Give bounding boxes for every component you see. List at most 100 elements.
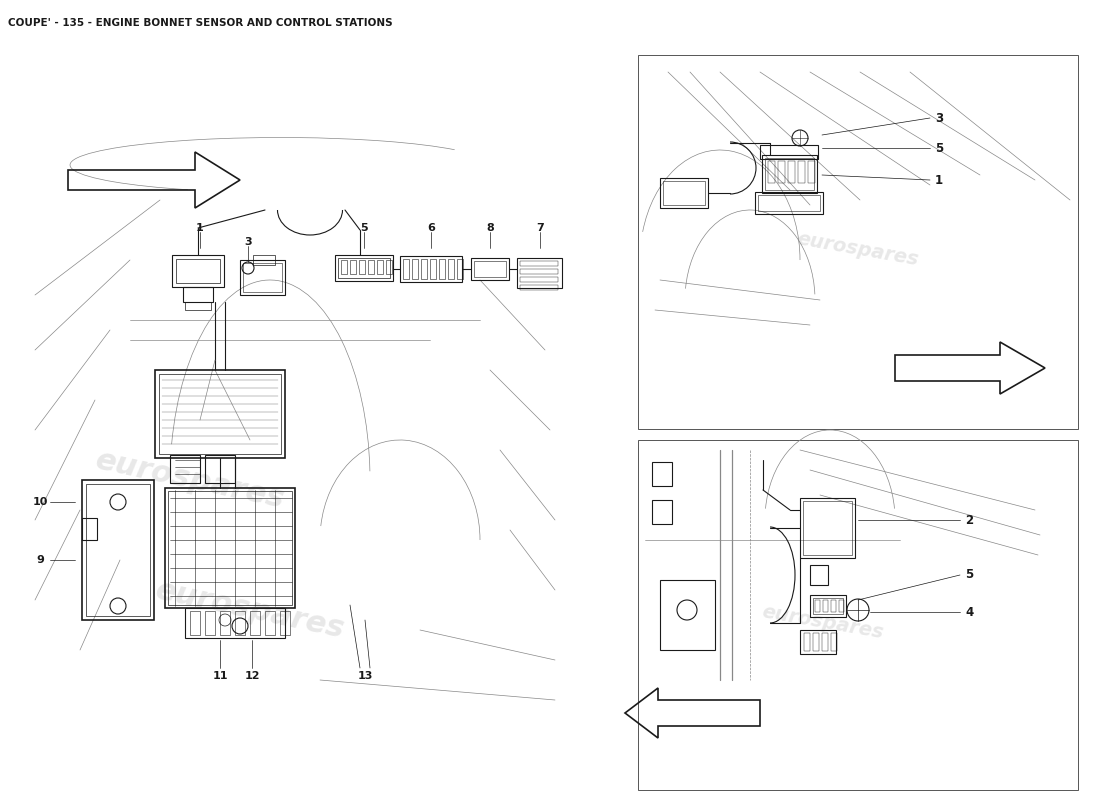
Bar xyxy=(830,633,837,651)
Bar xyxy=(205,611,214,635)
Bar xyxy=(386,260,392,274)
Text: 12: 12 xyxy=(244,671,260,681)
Bar xyxy=(183,287,213,302)
Bar xyxy=(813,598,843,614)
Bar xyxy=(803,501,852,555)
Text: 2: 2 xyxy=(965,514,974,526)
Bar xyxy=(638,55,1078,429)
Bar xyxy=(520,261,558,266)
Bar xyxy=(810,595,846,617)
Bar xyxy=(359,260,365,274)
Bar xyxy=(439,259,446,279)
Bar xyxy=(800,630,836,654)
Text: 11: 11 xyxy=(212,671,228,681)
Bar xyxy=(412,259,418,279)
Text: 1: 1 xyxy=(196,223,204,233)
Text: 5: 5 xyxy=(935,142,944,154)
Bar xyxy=(170,455,200,483)
Text: 3: 3 xyxy=(244,237,252,247)
Text: eurospares: eurospares xyxy=(760,602,886,642)
Bar xyxy=(652,500,672,524)
Bar xyxy=(520,277,558,282)
Text: 1: 1 xyxy=(935,174,943,186)
Bar xyxy=(822,633,828,651)
Bar xyxy=(341,260,346,274)
Bar xyxy=(804,633,810,651)
Bar xyxy=(813,633,820,651)
Bar xyxy=(663,181,705,205)
Bar xyxy=(368,260,374,274)
Bar xyxy=(338,258,390,278)
Text: 4: 4 xyxy=(965,606,974,618)
Bar xyxy=(86,484,150,616)
Bar xyxy=(165,488,295,608)
Bar xyxy=(430,259,436,279)
Text: eurospares: eurospares xyxy=(795,230,921,270)
Text: 8: 8 xyxy=(486,223,494,233)
Bar xyxy=(280,611,290,635)
Bar xyxy=(168,491,292,605)
Bar xyxy=(160,374,280,454)
Bar xyxy=(798,161,805,183)
Bar xyxy=(830,600,836,612)
Bar xyxy=(448,259,454,279)
Text: 5: 5 xyxy=(360,223,367,233)
Bar xyxy=(82,480,154,620)
Bar xyxy=(403,259,409,279)
Bar xyxy=(190,611,200,635)
Text: COUPE' - 135 - ENGINE BONNET SENSOR AND CONTROL STATIONS: COUPE' - 135 - ENGINE BONNET SENSOR AND … xyxy=(8,18,393,28)
Bar xyxy=(517,258,562,288)
Bar xyxy=(400,256,462,282)
Text: 10: 10 xyxy=(32,497,47,507)
Bar xyxy=(155,370,285,458)
Bar xyxy=(758,195,820,211)
Bar xyxy=(235,611,245,635)
Bar xyxy=(250,611,260,635)
Bar xyxy=(421,259,427,279)
Bar xyxy=(764,158,814,190)
Bar xyxy=(471,258,509,280)
Bar xyxy=(240,260,285,295)
Bar xyxy=(350,260,356,274)
Bar xyxy=(220,611,230,635)
Bar xyxy=(839,600,844,612)
Text: eurospares: eurospares xyxy=(153,576,348,644)
Bar xyxy=(82,518,97,540)
Bar xyxy=(336,255,393,281)
Bar xyxy=(265,611,275,635)
Bar xyxy=(652,462,672,486)
Bar xyxy=(660,580,715,650)
Text: 13: 13 xyxy=(358,671,373,681)
Bar xyxy=(755,192,823,214)
Bar xyxy=(520,269,558,274)
Bar xyxy=(760,145,818,159)
Bar xyxy=(474,261,506,277)
Text: 6: 6 xyxy=(427,223,434,233)
Text: eurospares: eurospares xyxy=(92,446,287,514)
Bar xyxy=(185,302,211,310)
Bar xyxy=(660,178,708,208)
Text: 5: 5 xyxy=(965,569,974,582)
Bar xyxy=(185,608,285,638)
Bar xyxy=(205,455,235,483)
Bar xyxy=(243,263,282,292)
Text: 3: 3 xyxy=(935,111,943,125)
Bar xyxy=(800,498,855,558)
Bar xyxy=(823,600,828,612)
Bar xyxy=(176,259,220,283)
Bar xyxy=(520,285,558,290)
Bar xyxy=(810,565,828,585)
Bar xyxy=(808,161,815,183)
Bar xyxy=(638,440,1078,790)
Bar xyxy=(778,161,785,183)
Bar xyxy=(762,155,817,193)
Bar xyxy=(768,161,776,183)
Text: 9: 9 xyxy=(36,555,44,565)
Bar xyxy=(456,259,463,279)
Bar xyxy=(377,260,383,274)
Bar xyxy=(172,255,224,287)
Text: 7: 7 xyxy=(536,223,543,233)
Bar xyxy=(815,600,820,612)
Bar xyxy=(253,255,275,265)
Bar xyxy=(788,161,795,183)
